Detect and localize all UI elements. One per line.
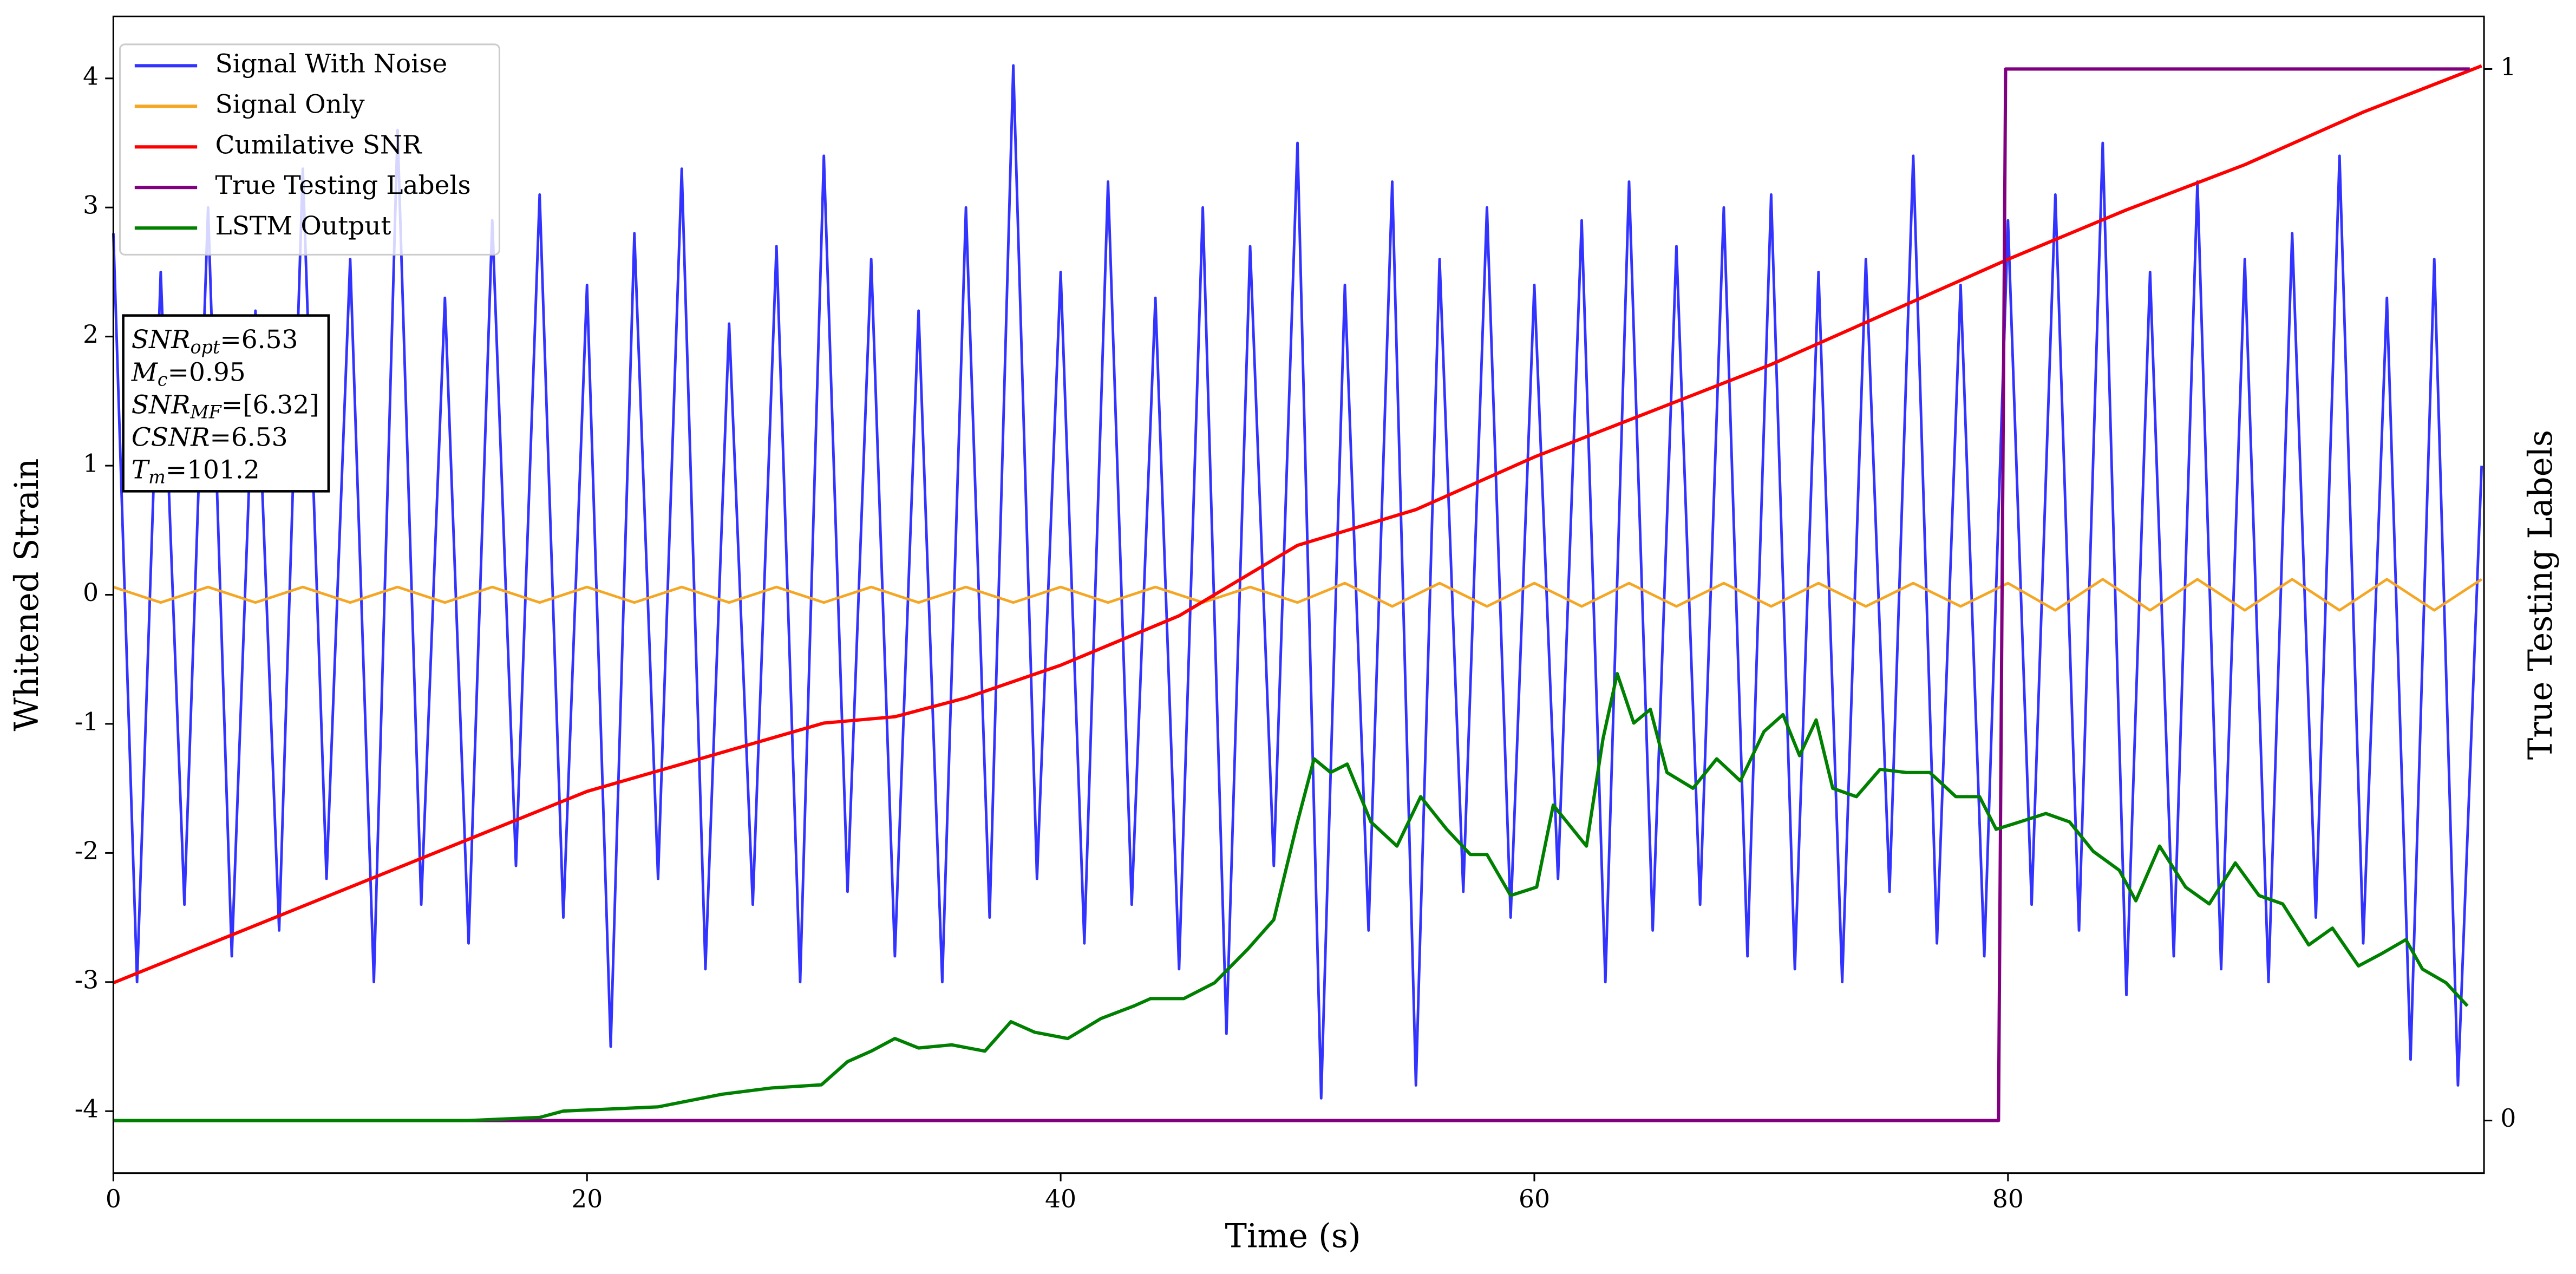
x-tick-label: 0	[106, 1185, 121, 1213]
y-tick-label: 2	[83, 320, 99, 349]
annotation-part: =0.95	[168, 357, 246, 387]
annotation-part: =101.2	[166, 455, 260, 485]
annotation-line: CSNR=6.53	[132, 422, 288, 452]
y-tick-label: 1	[83, 449, 99, 478]
legend-label: True Testing Labels	[215, 171, 471, 200]
y2-axis-label: True Testing Labels	[2522, 430, 2560, 760]
annotation-part: CSNR	[132, 422, 210, 452]
annotation-part: MF	[190, 401, 223, 422]
y-tick-label: -4	[75, 1095, 99, 1123]
y2-tick-label: 0	[2500, 1104, 2516, 1133]
y-tick-label: 3	[83, 191, 99, 220]
series-line	[112, 64, 2483, 1100]
annotation-line: Mc=0.95	[131, 357, 246, 390]
x-tick-label: 40	[1045, 1185, 1076, 1213]
x-tick-label: 20	[571, 1185, 603, 1213]
series-line	[113, 64, 2482, 984]
y-tick-label: 4	[83, 62, 99, 90]
legend-label: LSTM Output	[215, 211, 391, 241]
annotation-part: T	[132, 455, 151, 485]
annotation-part: c	[158, 369, 168, 390]
annotation-line: SNRopt=6.53	[132, 325, 298, 357]
annotation-part: =6.53	[210, 422, 287, 452]
annotation-part: M	[131, 357, 159, 387]
annotation-part: =6.53	[220, 325, 298, 355]
annotation-part: opt	[191, 336, 220, 357]
y-tick-label: -3	[75, 965, 99, 994]
annotation-line: SNRMF=[6.32]	[132, 390, 319, 422]
x-tick-label: 80	[1992, 1185, 2024, 1213]
annotation-part: m	[148, 467, 166, 488]
x-axis-label: Time (s)	[1225, 1218, 1361, 1256]
legend-label: Cumilative SNR	[215, 130, 423, 160]
y2-tick-label: 1	[2500, 53, 2516, 81]
x-tick-label: 60	[1519, 1185, 1550, 1213]
legend-label: Signal Only	[215, 89, 365, 119]
series-line	[113, 578, 2483, 612]
series-line	[113, 672, 2469, 1122]
annotation-part: SNR	[132, 325, 191, 355]
annotation-part: =[6.32]	[221, 390, 319, 420]
plot-area	[112, 64, 2483, 1122]
legend-box	[119, 43, 500, 256]
annotation-box: SNRopt=6.53Mc=0.95SNRMF=[6.32]CSNR=6.53T…	[122, 314, 330, 493]
y-tick-label: -1	[75, 707, 99, 736]
annotation-frame	[122, 314, 330, 493]
y-tick-label: 0	[83, 578, 99, 607]
y-axis-label: Whitened Strain	[8, 459, 46, 731]
annotation-part: SNR	[132, 390, 191, 420]
legend: Signal With Noise Signal Only Cumilative S…	[119, 43, 500, 256]
annotation-line: Tm=101.2	[132, 455, 260, 488]
y-tick-label: -2	[75, 837, 99, 865]
series-line	[113, 67, 2470, 1122]
legend-label: Signal With Noise	[215, 49, 448, 79]
